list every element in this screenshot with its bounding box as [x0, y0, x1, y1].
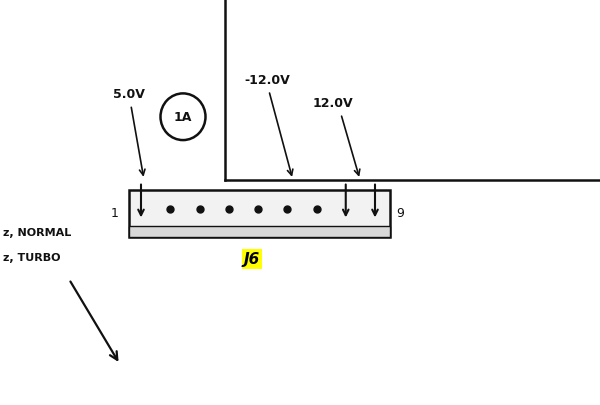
Bar [129, 190, 390, 237]
Text: 5.0V: 5.0V [113, 88, 145, 101]
Text: 1A: 1A [174, 111, 192, 124]
Text: z, NORMAL: z, NORMAL [3, 228, 71, 238]
Text: 12.0V: 12.0V [313, 96, 353, 109]
Text: J6: J6 [244, 252, 260, 266]
Text: 1: 1 [111, 207, 119, 220]
Ellipse shape [161, 94, 205, 141]
Text: -12.0V: -12.0V [244, 74, 290, 87]
Bar [129, 227, 390, 237]
Text: 9: 9 [396, 207, 404, 220]
Text: z, TURBO: z, TURBO [3, 252, 61, 262]
